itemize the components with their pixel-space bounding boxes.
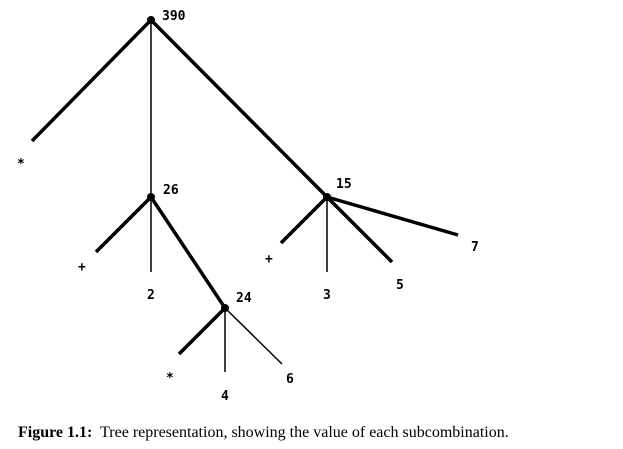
leaf-7: 7 [471,240,479,255]
tree-diagram: 390 26 24 15 * + 2 * 4 6 + 3 5 7 [17,9,479,400]
edge-24-to-operator [177,306,227,356]
leaf-2: 2 [147,288,155,303]
value-label-24: 24 [236,291,252,306]
figure-caption: Figure 1.1: Tree representation, showing… [18,424,618,442]
edge-26-to-operator [94,195,153,254]
figure-caption-text: Tree representation, showing the value o… [100,424,509,441]
value-label-15: 15 [336,177,352,192]
node-26 [147,193,155,201]
figure-caption-label: Figure 1.1: [18,424,93,441]
edge-root-to-15 [149,18,329,199]
leaf-6: 6 [286,372,294,387]
edge-26-to-24 [149,196,227,309]
leaf-5: 5 [396,278,404,293]
edge-24-to-6 [224,307,283,365]
node-root [147,16,155,24]
node-15 [323,193,331,201]
edge-15-to-5 [325,195,394,264]
leaf-4: 4 [221,389,229,400]
leaf-24-operator: * [166,371,174,386]
edge-root-to-operator [30,18,153,143]
leaf-root-operator: * [17,157,25,172]
edge-15-to-7 [326,195,459,237]
edge-15-to-operator [279,195,329,245]
leaf-3: 3 [323,288,331,303]
value-label-root: 390 [162,9,186,24]
leaf-26-operator: + [78,260,86,275]
leaf-15-operator: + [265,252,273,267]
value-label-26: 26 [163,183,179,198]
node-24 [221,304,229,312]
